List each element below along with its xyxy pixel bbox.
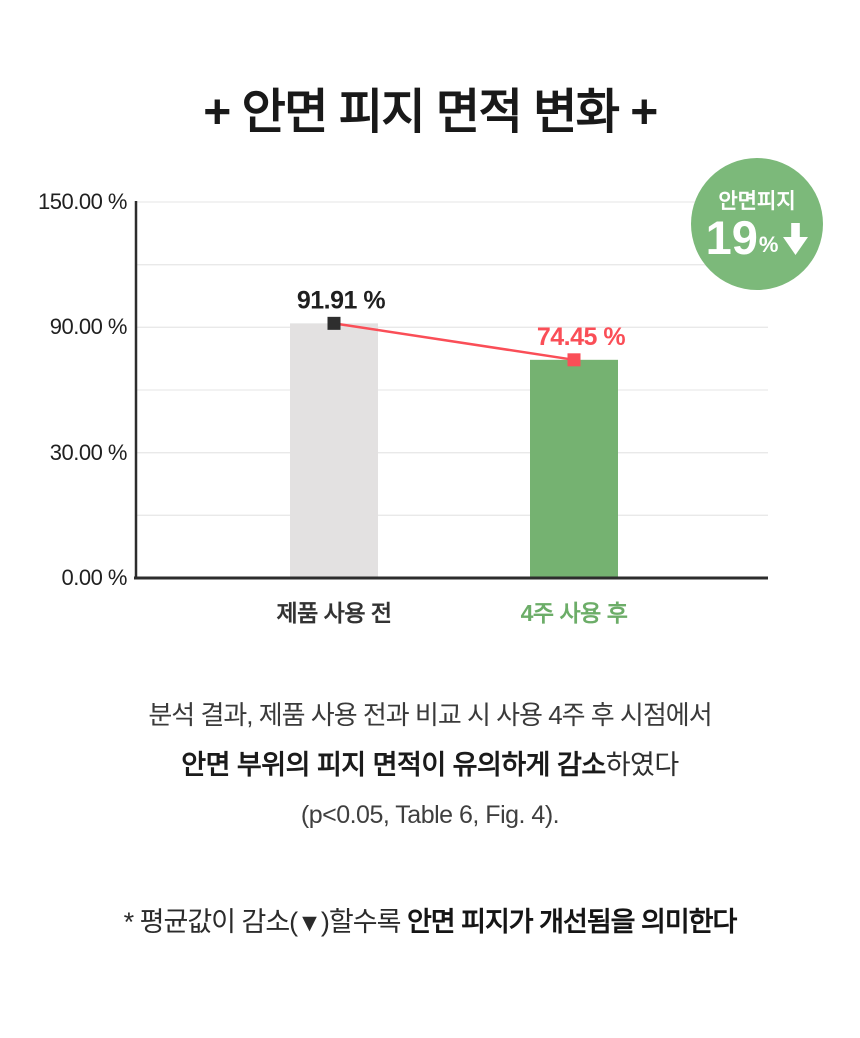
- footnote-emphasis: 안면 피지가 개선됨을 의미한다: [406, 907, 737, 937]
- y-axis-tick-30: 30.00 %: [49, 440, 128, 465]
- bar-value-label: 74.45 %: [537, 323, 626, 351]
- analysis-line3-pvalue: (p<0.05, Table 6, Fig. 4).: [300, 801, 560, 829]
- badge-title: 안면피지: [718, 189, 796, 213]
- down-triangle-icon: ▼: [297, 909, 322, 937]
- y-axis-tick-150: 150.00 %: [38, 189, 127, 214]
- down-arrow-icon: [783, 222, 809, 255]
- connector-line: [333, 322, 575, 362]
- bar-after-4weeks: [530, 359, 618, 578]
- footnote-prefix: * 평균값이 감소(: [123, 907, 299, 937]
- analysis-line2-bold: 안면 부위의 피지 면적이 유의하게 감소: [181, 750, 606, 780]
- bar-before-use: [290, 323, 378, 578]
- analysis-line2-rest: 하였다: [605, 750, 680, 780]
- sebum-area-chart: 91.91 % 74.45 % 150.00 % 90.00 % 30.00 % …: [38, 158, 823, 626]
- marker-before-use: [327, 316, 341, 330]
- badge-unit: %: [758, 231, 779, 257]
- badge-value: 19: [705, 210, 758, 264]
- x-axis-label-after-4weeks: 4주 사용 후: [520, 600, 628, 626]
- y-axis-tick-0: 0.00 %: [61, 565, 128, 590]
- page-title: + 안면 피지 면적 변화 +: [203, 86, 658, 139]
- chart-plot-area: 91.91 % 74.45 %: [134, 201, 768, 580]
- analysis-text-block: 분석 결과, 제품 사용 전과 비교 시 사용 4주 후 시점에서 안면 부위의…: [0, 698, 860, 832]
- footnote: * 평균값이 감소(▼)할수록 안면 피지가 개선됨을 의미한다: [0, 905, 860, 940]
- bar-value-label: 91.91 %: [297, 286, 386, 314]
- x-axis-label-before-use: 제품 사용 전: [276, 600, 392, 626]
- y-axis-tick-90: 90.00 %: [49, 314, 128, 339]
- sebum-reduction-badge: 안면피지 19 %: [691, 158, 823, 290]
- analysis-line1: 분석 결과, 제품 사용 전과 비교 시 사용 4주 후 시점에서: [148, 700, 712, 730]
- badge-value-row: 19 %: [705, 210, 809, 264]
- marker-after-4weeks: [567, 353, 581, 367]
- footnote-middle: )할수록: [320, 907, 407, 937]
- analysis-line2: 안면 부위의 피지 면적이 유의하게 감소하였다: [0, 747, 860, 783]
